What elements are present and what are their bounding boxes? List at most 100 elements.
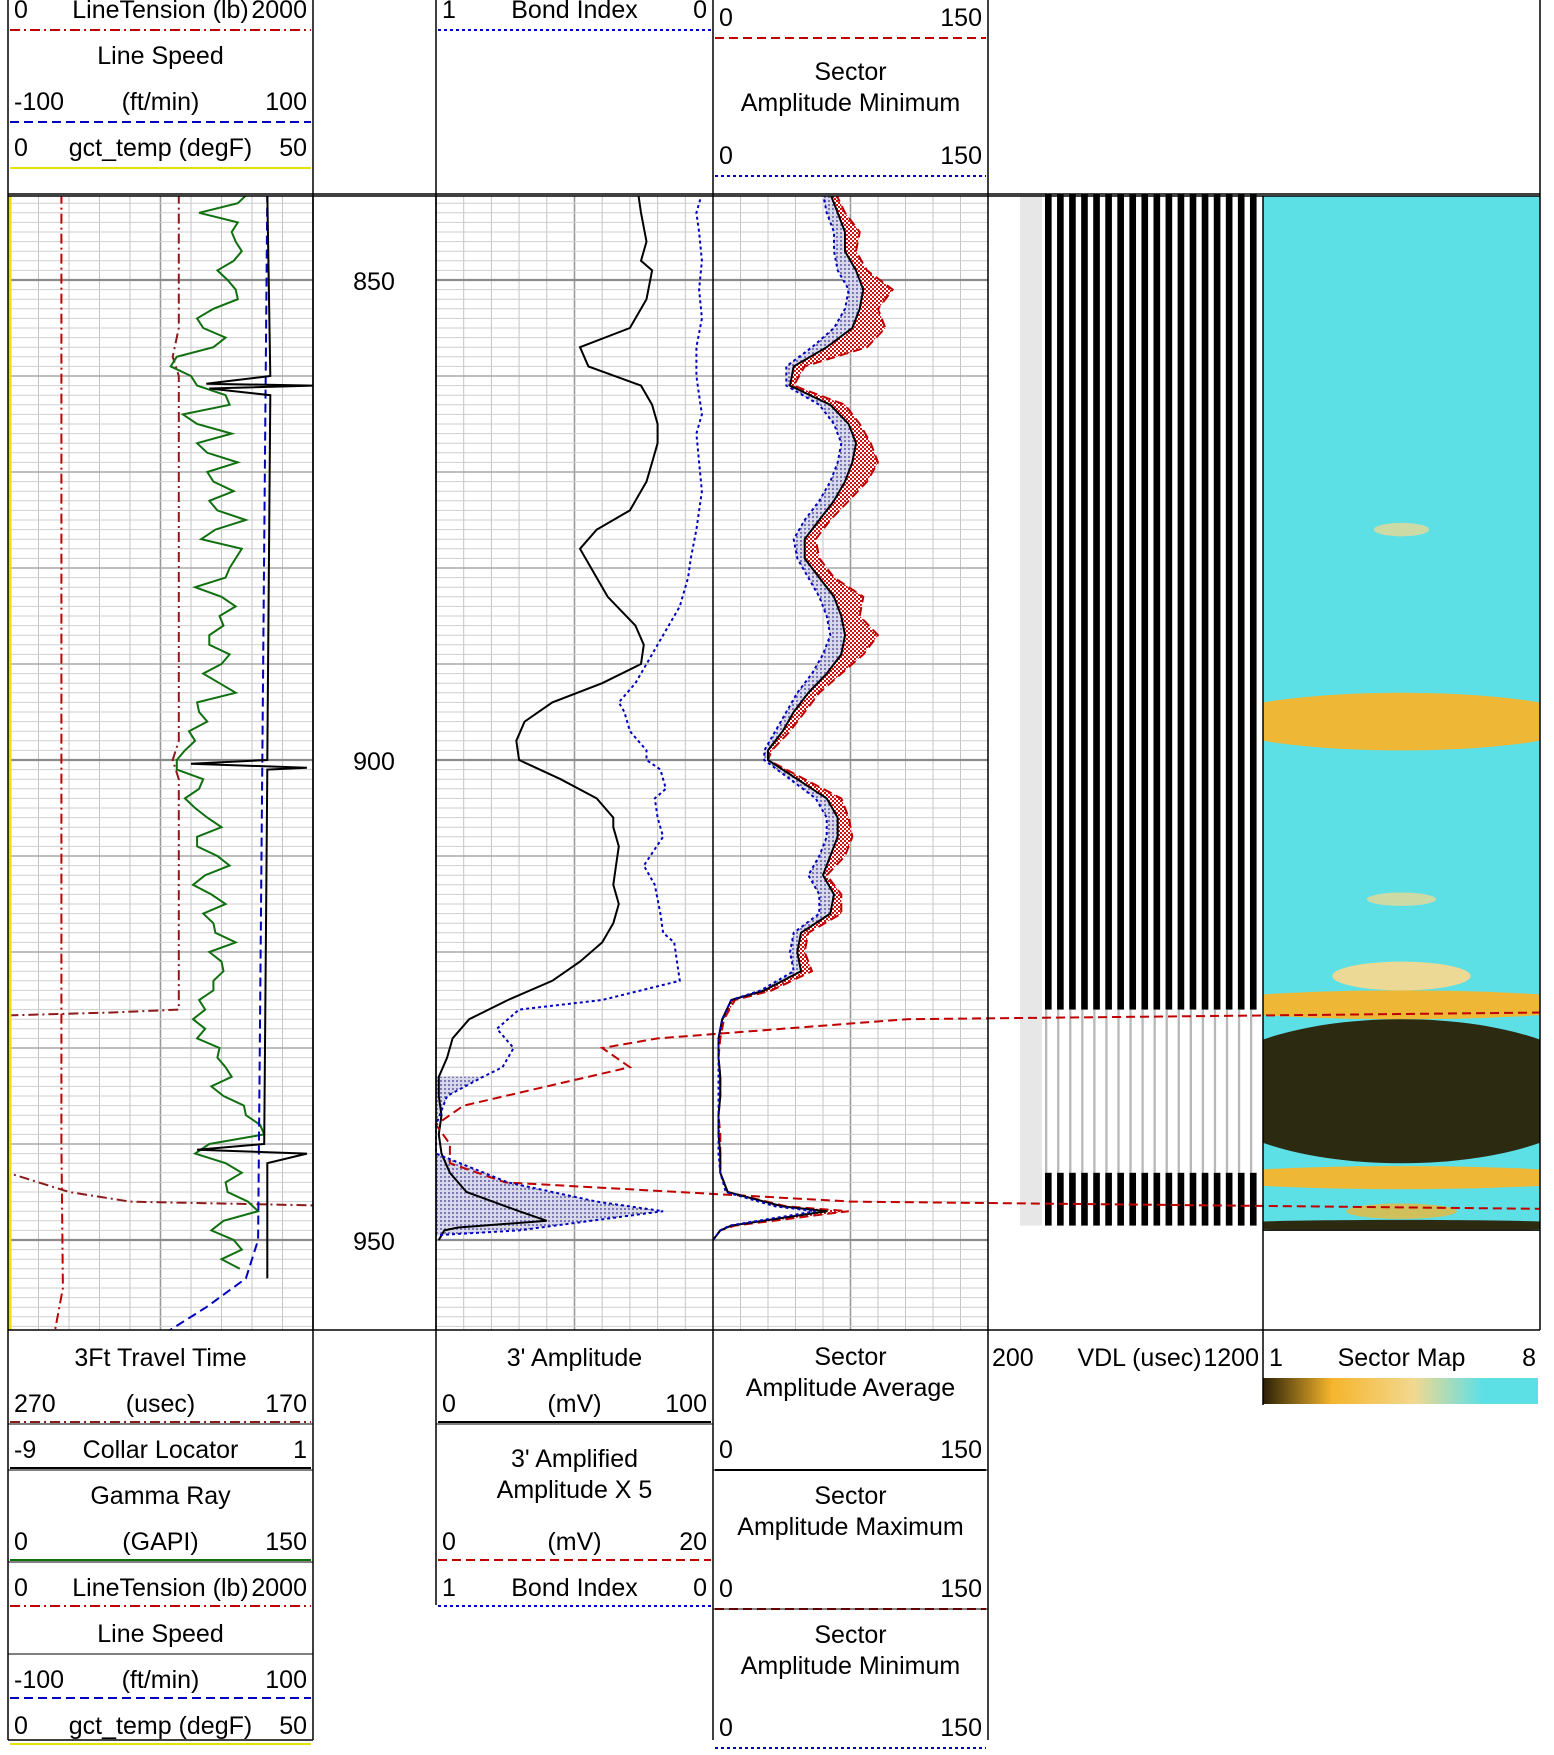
vdl-trace-weak: [1069, 1009, 1072, 1173]
header-title: Bond Index: [511, 1574, 638, 1602]
header-scale-left: 0: [14, 1574, 28, 1602]
header-title: Amplitude Maximum: [737, 1513, 963, 1541]
header-scale-left: 1: [442, 0, 456, 24]
header-unit: (mV): [547, 1528, 601, 1556]
sector-avg-min-shading: [713, 196, 864, 1240]
depth-tick-label: 850: [353, 268, 395, 296]
vdl-trace-strong: [1105, 193, 1112, 1010]
header-scale-right: 50: [279, 134, 307, 162]
depth-tick-label: 900: [353, 748, 395, 776]
curve-gamma-ray: [169, 196, 266, 1270]
vdl-trace-strong: [1189, 193, 1197, 1010]
header-title: 3' Amplitude: [507, 1344, 642, 1372]
sector-map-band: [1366, 892, 1437, 906]
header-title: 3Ft Travel Time: [74, 1344, 246, 1372]
header-scale-right: 0: [693, 0, 707, 24]
vdl-trace-strong: [1081, 1172, 1088, 1226]
vdl-trace-weak: [1105, 1009, 1108, 1173]
header-scale-right: 50: [279, 1712, 307, 1740]
vdl-trace-weak: [1237, 1009, 1241, 1173]
sector-map-band: [1373, 522, 1430, 537]
curve-bond-index: [435, 196, 703, 1237]
bottom-header: 3Ft Travel Time 270 170 (usec) -9 1 Collar Loc…: [8, 1343, 1538, 1749]
vdl-trace-strong: [1237, 1172, 1245, 1226]
sector-map-color-scale: [1263, 1378, 1538, 1404]
vdl-trace-strong: [1069, 1172, 1076, 1226]
vdl-trace-strong: [1057, 193, 1064, 1010]
vdl-trace-weak: [1177, 1009, 1180, 1173]
header-title: LineTension (lb): [72, 1574, 249, 1602]
vdl-trace-weak: [1165, 1009, 1168, 1173]
header-scale-right: 150: [265, 1528, 307, 1556]
curve-sector-amplitude-minimum: [712, 196, 850, 1241]
header-title: gct_temp (degF): [69, 1712, 252, 1740]
header-scale-right: 0: [693, 1574, 707, 1602]
vdl-trace-strong: [1081, 193, 1088, 1010]
vdl-trace-weak: [1129, 1009, 1132, 1173]
header-scale-right: 100: [265, 1666, 307, 1694]
curve-shading: [436, 196, 893, 1240]
header-scale-left: 0: [442, 1390, 456, 1418]
vdl-trace-strong: [1213, 1172, 1221, 1226]
header-title: LineTension (lb): [72, 0, 249, 24]
header-scale-left: 1: [1269, 1344, 1283, 1372]
header-scale-right: 100: [265, 88, 307, 116]
vdl-trace-weak: [1153, 1009, 1156, 1173]
header-scale-left: 0: [719, 1714, 733, 1742]
header-scale-left: 1: [442, 1574, 456, 1602]
header-title: Collar Locator: [83, 1436, 239, 1464]
header-scale-left: 0: [14, 0, 28, 24]
vdl-trace-strong: [1057, 1172, 1064, 1226]
sector-map-empty: [1263, 1230, 1540, 1330]
vdl-trace-weak: [1249, 1009, 1253, 1173]
vdl-trace-strong: [1093, 193, 1100, 1010]
vdl-trace-strong: [1141, 193, 1149, 1010]
header-scale-right: 150: [940, 142, 982, 170]
header-scale-right: 8: [1522, 1344, 1536, 1372]
header-scale-left: 0: [719, 1575, 733, 1603]
vdl-trace-strong: [1117, 193, 1124, 1010]
vdl-trace-weak: [1057, 1009, 1060, 1173]
header-scale-left: 0: [14, 1528, 28, 1556]
header-scale-left: -100: [14, 1666, 64, 1694]
header-title: Sector: [814, 1482, 886, 1510]
curve-linetension-lb: [54, 196, 64, 1330]
vdl-trace-strong: [1141, 1172, 1149, 1226]
header-scale-right: 150: [940, 4, 982, 32]
vdl-trace-weak: [1141, 1009, 1144, 1173]
sector-map-band: [1346, 1203, 1457, 1219]
header-scale-right: 150: [940, 1575, 982, 1603]
header-scale-right: 1: [293, 1436, 307, 1464]
header-title: Gamma Ray: [90, 1482, 231, 1510]
header-scale-right: 20: [679, 1528, 707, 1556]
vdl-trace-strong: [1201, 1172, 1209, 1226]
vdl-trace-weak: [1201, 1009, 1205, 1173]
header-unit: (GAPI): [122, 1528, 198, 1556]
header-scale-left: 0: [14, 134, 28, 162]
depth-track: 850 900 950: [353, 268, 395, 1256]
header-scale-right: 100: [665, 1390, 707, 1418]
curve-3-amplified-amplitude-x-5: [434, 1011, 1540, 1210]
header-scale-right: 1200: [1203, 1344, 1259, 1372]
vdl-trace-strong: [1249, 1172, 1257, 1226]
curve-collar-locator: [190, 196, 314, 1279]
vdl-trace-strong: [1153, 193, 1161, 1010]
vdl-trace-strong: [1117, 1172, 1124, 1226]
header-scale-left: 270: [14, 1390, 56, 1418]
sector-map-band: [1263, 1019, 1540, 1164]
header-unit: (ft/min): [122, 1666, 200, 1694]
vdl-trace-strong: [1165, 193, 1173, 1010]
header-title: Amplitude Minimum: [741, 1652, 961, 1680]
header-scale-right: 2000: [251, 1574, 307, 1602]
header-title: Sector: [814, 1621, 886, 1649]
vdl-trace-strong: [1249, 193, 1257, 1010]
header-scale-left: -9: [14, 1436, 36, 1464]
header-title: gct_temp (degF): [69, 134, 252, 162]
vdl-trace-weak: [1093, 1009, 1096, 1173]
header-title: Amplitude Average: [746, 1374, 955, 1402]
vdl-trace-weak: [1117, 1009, 1120, 1173]
vdl-trace-strong: [1225, 193, 1233, 1010]
header-scale-right: 150: [940, 1436, 982, 1464]
header-scale-left: 0: [719, 142, 733, 170]
